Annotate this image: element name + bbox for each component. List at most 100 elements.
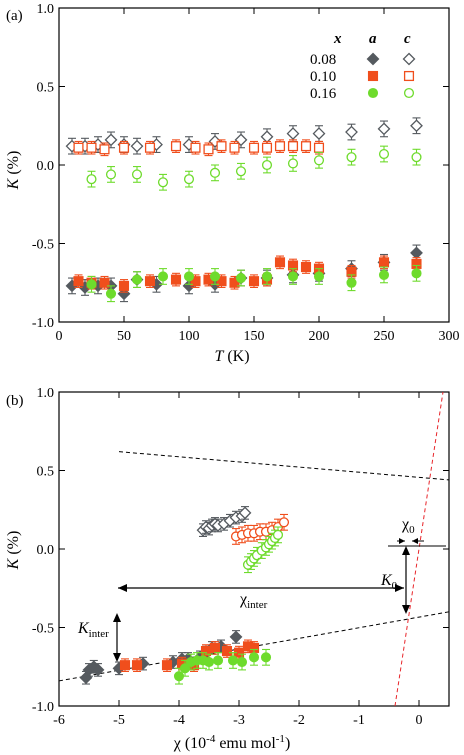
data-point <box>286 127 300 141</box>
data-point <box>248 142 260 153</box>
chi0-arrow-right <box>399 538 405 544</box>
data-point <box>287 158 299 169</box>
data-point <box>91 663 105 677</box>
data-point <box>105 288 117 299</box>
legend-row-008: 0.08 <box>310 52 336 68</box>
data-point <box>170 141 182 152</box>
data-point <box>278 517 290 528</box>
data-point <box>144 142 156 153</box>
x-tick-label: -2 <box>293 713 305 728</box>
data-point <box>105 169 117 180</box>
panel-a: (a) 0 50 100 150 200 250 300-1.0-0.50.00.51.0 … <box>5 2 460 365</box>
data-point <box>183 271 195 282</box>
chi-inter-label: χinter <box>239 591 268 611</box>
legend-header-c: c <box>404 31 411 47</box>
data-point <box>221 646 233 657</box>
chi0-sub: 0 <box>409 524 415 536</box>
y-tick-label: -1.0 <box>32 700 54 715</box>
chi-inter-arrow-left <box>118 584 127 592</box>
data-point <box>190 142 201 153</box>
data-point <box>260 652 272 663</box>
y-tick-label: 0.0 <box>37 543 55 558</box>
data-point <box>86 279 97 290</box>
data-point <box>272 529 284 540</box>
panel-a-markers <box>65 117 423 303</box>
data-point <box>248 652 260 663</box>
x-tick-label: 200 <box>309 329 330 344</box>
panel-b-ylabel-main: K <box>5 557 22 570</box>
panel-a-ylabel: K (%) <box>5 151 22 191</box>
data-point <box>157 271 169 282</box>
panel-a-axes: 0 50 100 150 200 250 300 -1.0 -0.5 0.0 0.5 1.0 <box>32 2 460 344</box>
fit-line-0 <box>118 451 449 481</box>
data-point <box>378 148 390 160</box>
x-tick-label: 0 <box>416 713 423 728</box>
data-point <box>157 177 169 188</box>
data-point <box>300 141 312 152</box>
k0-arrow-bottom <box>402 605 410 614</box>
panel-b-label: (b) <box>6 393 24 409</box>
panel-a-label: (a) <box>6 8 23 24</box>
series <box>86 145 422 191</box>
data-point <box>131 169 143 180</box>
data-point <box>99 144 110 155</box>
panel-a-xlabel: T (K) <box>214 348 249 365</box>
data-point <box>261 159 273 171</box>
data-point <box>216 276 227 287</box>
y-tick-label: 0.5 <box>37 81 55 96</box>
panel-a-ylabel-main: K <box>5 177 22 190</box>
chi-inter-arrow-right <box>395 584 404 592</box>
data-point <box>203 144 214 155</box>
data-point <box>235 166 247 177</box>
data-point <box>227 655 239 666</box>
chi0-label: χ0 <box>401 516 415 536</box>
k-inter-label: Kinter <box>77 620 109 640</box>
x-tick-label: 150 <box>244 329 265 344</box>
data-point <box>411 152 422 163</box>
data-point <box>378 269 390 280</box>
data-point <box>86 142 97 153</box>
legend-marker <box>403 87 415 99</box>
series <box>242 526 284 574</box>
k0-label: K0 <box>380 572 398 592</box>
panel-b-axes: -6 -5 -4 -3 -2 -1 0 -1.0 -0.5 0.0 0.5 1.0 <box>32 386 450 728</box>
data-point <box>203 656 215 668</box>
data-point <box>236 656 248 668</box>
legend-row-016: 0.16 <box>310 86 337 102</box>
data-point <box>378 257 390 268</box>
series <box>196 506 252 537</box>
data-point <box>410 246 423 260</box>
legend-marker <box>366 52 380 66</box>
data-point <box>131 660 143 671</box>
y-tick-label: 1.0 <box>37 2 55 17</box>
data-point <box>209 271 221 282</box>
x-tick-label: -3 <box>233 713 245 728</box>
x-tick-label: -4 <box>173 713 185 728</box>
data-point <box>313 155 325 166</box>
series <box>65 244 423 303</box>
k-inter-sub: inter <box>89 628 109 640</box>
panel-b-xlabel-mid: emu mol <box>215 735 276 752</box>
data-point <box>118 280 130 291</box>
panel-b-xlabel: χ (10-4 emu mol-1) <box>173 733 291 752</box>
legend-marker <box>403 70 415 82</box>
data-point <box>118 142 130 153</box>
y-tick-label: -0.5 <box>32 238 54 253</box>
data-point <box>209 167 221 178</box>
legend-marker <box>367 70 379 82</box>
data-point <box>346 277 357 288</box>
panel-b-markers <box>79 506 290 685</box>
data-point <box>144 276 156 287</box>
x-tick-label: -1 <box>353 713 365 728</box>
data-point <box>119 660 131 671</box>
data-point <box>104 133 118 147</box>
data-point <box>229 142 240 153</box>
k0-sub: 0 <box>392 580 398 592</box>
data-point <box>313 142 325 153</box>
data-point <box>73 142 84 153</box>
panel-b-ylabel-unit: (%) <box>5 531 22 559</box>
panel-b-xlabel-end: ) <box>285 735 290 752</box>
data-point <box>410 119 423 133</box>
data-point <box>235 272 247 284</box>
